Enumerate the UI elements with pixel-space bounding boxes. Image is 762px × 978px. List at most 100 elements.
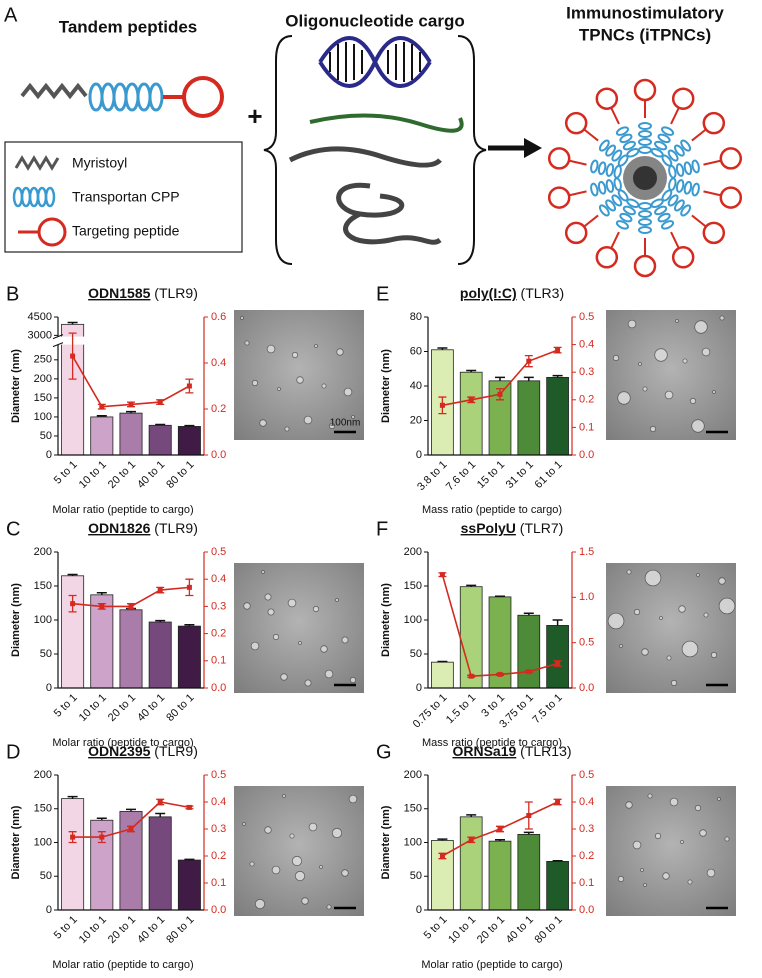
x-tick-label: 10 to 1 (77, 692, 109, 724)
pdi-point (128, 603, 134, 609)
particle (349, 676, 357, 684)
bar (177, 859, 201, 911)
particle (647, 793, 653, 799)
particle (724, 836, 730, 842)
bar (517, 380, 541, 456)
y2-tick-label: 0.5 (579, 769, 594, 781)
y2-tick-label: 0.2 (211, 850, 226, 862)
pdi-point (497, 826, 503, 832)
pdi-line (71, 355, 190, 408)
np-helix (638, 202, 652, 210)
title-name: ORNSa19 (452, 743, 516, 759)
particle (689, 397, 697, 405)
y-tick-label: 40 (410, 380, 422, 392)
y2-tick-label: 0.5 (579, 311, 594, 323)
y-axis-label: Diameter (nm) (10, 349, 22, 423)
particle (638, 362, 642, 366)
y-tick-label: 100 (404, 614, 422, 626)
y2-tick-label: 0.5 (211, 546, 226, 558)
error-bar (184, 424, 195, 427)
particle (243, 602, 251, 610)
micrograph (234, 310, 364, 440)
error-bar (495, 595, 505, 597)
brace (263, 35, 293, 265)
particle (627, 319, 637, 329)
bar (431, 661, 454, 689)
panel-label: G (376, 741, 392, 763)
y2-tick-label: 0.3 (211, 823, 226, 835)
particle (654, 348, 668, 362)
particle (303, 415, 313, 425)
pdi-point (186, 584, 192, 590)
pdi-point (70, 834, 76, 840)
x-axis-label: Molar ratio (peptide to cargo) (52, 737, 193, 749)
y-axis-label: Diameter (nm) (10, 583, 22, 657)
np-helix (661, 126, 675, 136)
panel-label: F (376, 518, 388, 540)
particle (641, 648, 649, 656)
particle (314, 344, 318, 348)
bar (488, 840, 512, 911)
y-axis-label: Diameter (nm) (10, 805, 22, 879)
brace (457, 35, 487, 265)
error-bar (96, 592, 107, 595)
x-tick-label: 61 to 1 (533, 459, 565, 491)
error-bar (96, 817, 107, 821)
y-tick-label: 3000 (28, 329, 52, 341)
y-tick-label: 100 (34, 411, 52, 423)
np-helix (675, 179, 685, 193)
y-tick-label: 250 (34, 354, 52, 366)
error-bar (126, 410, 136, 414)
particle (280, 673, 288, 681)
chart-title: ODN2395 (TLR9) (88, 743, 198, 759)
np-helix (605, 179, 615, 193)
np-helix (622, 205, 636, 216)
error-bar (552, 374, 563, 378)
pdi-point (157, 399, 163, 405)
particle (272, 633, 280, 641)
particle (341, 636, 349, 644)
np-helix (638, 210, 652, 218)
myristoyl (20, 82, 88, 100)
particle (680, 840, 684, 844)
np-linker (583, 128, 599, 142)
np-linker (691, 128, 707, 142)
title-name: ODN1585 (88, 285, 150, 301)
bar (148, 816, 172, 911)
np-target (633, 78, 657, 102)
np-helix (667, 194, 679, 207)
np-helix (668, 164, 677, 179)
particle (659, 616, 663, 620)
particle (696, 573, 700, 577)
np-helix (657, 133, 671, 144)
pdi-point (468, 673, 474, 679)
error-bar (437, 347, 448, 350)
pdi-point (70, 601, 76, 607)
np-linker (568, 159, 587, 166)
arrow-head (524, 138, 542, 158)
particle (341, 869, 349, 877)
particle (626, 569, 632, 575)
y2-tick-label: 0.0 (211, 682, 226, 694)
np-helix (605, 163, 615, 177)
bar (546, 861, 569, 911)
y2-tick-label: 0.0 (579, 682, 594, 694)
particle (669, 797, 679, 807)
np-target (702, 111, 726, 135)
np-helix (638, 218, 652, 226)
np-helix (638, 138, 652, 146)
y-tick-label: 150 (34, 803, 52, 815)
error-bar (67, 573, 78, 576)
np-helix (657, 212, 671, 223)
particle (719, 315, 725, 321)
x-tick-label: 0.75 to 1 (411, 692, 450, 731)
y-tick-label: 50 (40, 870, 52, 882)
x-tick-label: 10 to 1 (77, 459, 109, 491)
pdi-point (99, 603, 105, 609)
y-tick-label: 50 (40, 648, 52, 660)
pdi-point (186, 804, 192, 810)
panel-label: E (376, 283, 389, 305)
bar (119, 412, 143, 456)
particle (277, 387, 281, 391)
